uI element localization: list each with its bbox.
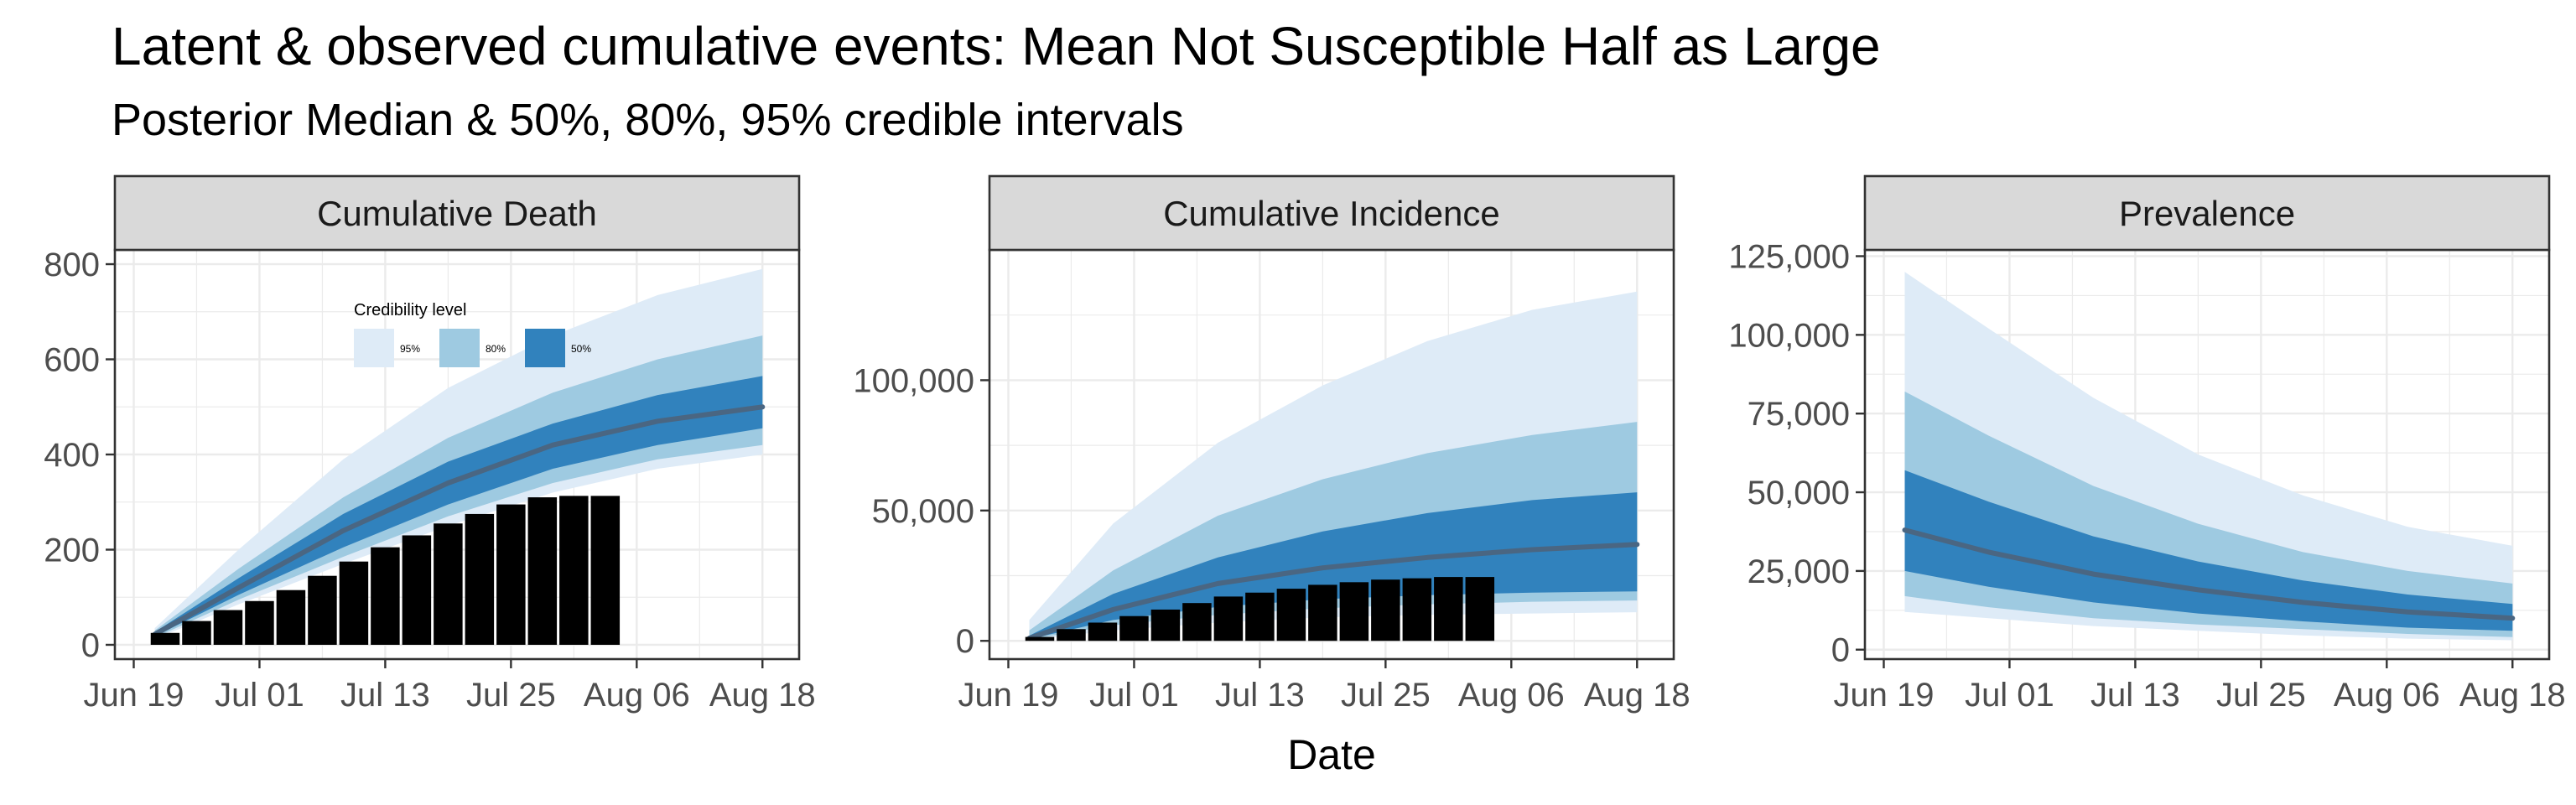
strip-label: Cumulative Incidence	[1163, 194, 1500, 233]
observed-bar	[1088, 622, 1118, 641]
median-line	[1902, 527, 2516, 621]
data-layer	[1902, 272, 2516, 641]
ci50-band	[1904, 470, 2513, 631]
panel-cumulative-death: Cumulative Death 0 200 400 600 800 Jun 19 Jul 0…	[44, 174, 816, 714]
observed-bar	[339, 561, 369, 645]
strip-label: Prevalence	[2119, 194, 2295, 233]
observed-bar	[1245, 592, 1275, 641]
x-tick-label: Jun 19	[83, 677, 184, 714]
y-tick-label: 0	[81, 627, 100, 664]
observed-bar	[1150, 609, 1181, 641]
chart-title: Latent & observed cumulative events: Mea…	[112, 16, 1881, 76]
chart-subtitle: Posterior Median & 50%, 80%, 95% credibl…	[112, 95, 1184, 145]
x-axis-title: Date	[1287, 731, 1376, 778]
observed-bar	[559, 496, 589, 645]
y-tick-label: 0	[1831, 632, 1850, 669]
x-tick-label: Aug 18	[2459, 677, 2566, 714]
observed-bar	[308, 575, 337, 645]
strip-background	[988, 174, 1675, 252]
x-tick-label: Aug 18	[709, 677, 816, 714]
observed-bar	[1339, 582, 1369, 641]
x-tick-label: Jun 19	[958, 677, 1058, 714]
y-tick-label: 400	[44, 437, 100, 474]
x-tick-label: Jul 25	[2216, 677, 2306, 714]
observed-bar	[1308, 584, 1337, 641]
observed-bar	[527, 497, 558, 645]
y-tick-label: 600	[44, 342, 100, 379]
observed-bar	[1057, 629, 1086, 641]
y-tick-label: 0	[956, 623, 974, 660]
legend-label: 80%	[486, 343, 506, 355]
observed-bar	[1434, 577, 1463, 641]
ci50-band	[154, 376, 763, 636]
legend-key	[354, 329, 394, 367]
observed-bar	[496, 504, 526, 645]
observed-bar	[245, 600, 274, 645]
legend-title: Credibility level	[354, 301, 467, 319]
observed-bar	[1025, 636, 1055, 641]
x-tick-label: Jul 13	[1215, 677, 1305, 714]
strip-background	[113, 174, 801, 252]
y-tick-label: 100,000	[1728, 317, 1850, 354]
y-tick-label: 25,000	[1748, 553, 1850, 590]
y-tick-label: 800	[44, 247, 100, 283]
legend-label: 50%	[571, 343, 591, 355]
x-tick-label: Jun 19	[1833, 677, 1934, 714]
data-layer	[150, 268, 766, 645]
x-tick-label: Jul 25	[1341, 677, 1431, 714]
median-line	[152, 404, 766, 637]
observed-bar	[434, 523, 463, 645]
x-tick-label: Jul 01	[1089, 677, 1179, 714]
panel-prevalence: Prevalence 0 25,000 50,000 75,000 100,000 125,…	[1728, 174, 2566, 714]
observed-bar	[1119, 615, 1149, 641]
observed-bar	[1465, 577, 1495, 641]
x-tick-label: Jul 01	[215, 677, 304, 714]
strip-background	[1863, 174, 2551, 252]
observed-bar	[465, 513, 495, 645]
x-tick-label: Jul 01	[1965, 677, 2054, 714]
observed-bar	[402, 535, 432, 645]
y-tick-label: 50,000	[1748, 475, 1850, 512]
x-tick-label: Aug 18	[1584, 677, 1690, 714]
y-tick-label: 50,000	[872, 493, 974, 530]
y-tick-label: 125,000	[1728, 239, 1850, 276]
median-line	[1026, 542, 1640, 641]
observed-bar	[371, 547, 400, 645]
x-tick-label: Jul 13	[2090, 677, 2180, 714]
observed-bar	[276, 589, 306, 645]
observed-bar	[150, 632, 180, 645]
panel-cumulative-incidence: Cumulative Incidence 0 50,000 100,000 Jun 19…	[853, 174, 1690, 714]
x-tick-label: Aug 06	[2334, 677, 2440, 714]
x-tick-label: Aug 06	[1458, 677, 1565, 714]
observed-bar	[590, 496, 621, 645]
observed-bar	[1182, 603, 1212, 641]
legend-key	[439, 329, 480, 367]
legend-key	[525, 329, 565, 367]
y-tick-label: 200	[44, 532, 100, 569]
legend-label: 95%	[400, 343, 420, 355]
observed-bar	[1213, 596, 1244, 641]
x-tick-label: Jul 13	[340, 677, 430, 714]
x-tick-label: Aug 06	[584, 677, 690, 714]
observed-bar	[1402, 578, 1432, 641]
observed-bar	[1276, 589, 1306, 641]
observed-bar	[213, 610, 243, 645]
observed-bar	[1371, 579, 1400, 641]
observed-bar	[182, 621, 211, 645]
x-tick-label: Jul 25	[466, 677, 556, 714]
y-tick-label: 75,000	[1748, 396, 1850, 433]
data-layer	[1025, 291, 1640, 641]
legend: Credibility level 95% 80% 50%	[354, 301, 591, 367]
y-tick-label: 100,000	[853, 362, 974, 399]
strip-label: Cumulative Death	[317, 194, 597, 233]
